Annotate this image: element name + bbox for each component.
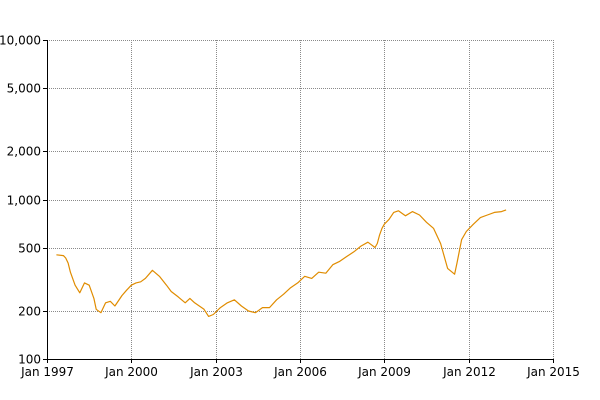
series-layer [56,209,507,317]
y-tick-label: 100 [18,353,41,367]
series-line-0 [56,209,507,317]
x-tick-label: Jan 2012 [442,365,496,379]
x-tick-label: Jan 2015 [526,365,580,379]
x-tick-label: Jan 1997 [20,365,74,379]
x-tick-label: Jan 2000 [104,365,158,379]
tick-labels: 100 200 500 1,000 2,000 5,000 10,000 Jan 1997 Ja… [0,34,580,380]
axes [43,40,554,363]
x-tick-label: Jan 2009 [357,365,411,379]
y-tick-label: 10,000 [0,34,41,48]
y-tick-label: 1,000 [7,194,41,208]
x-tick-label: Jan 2003 [189,365,243,379]
y-tick-label: 200 [18,305,41,319]
y-tick-label: 5,000 [7,82,41,96]
y-tick-label: 2,000 [7,145,41,159]
x-tick-label: Jan 2006 [273,365,327,379]
y-tick-label: 500 [18,242,41,256]
grid [47,40,554,360]
